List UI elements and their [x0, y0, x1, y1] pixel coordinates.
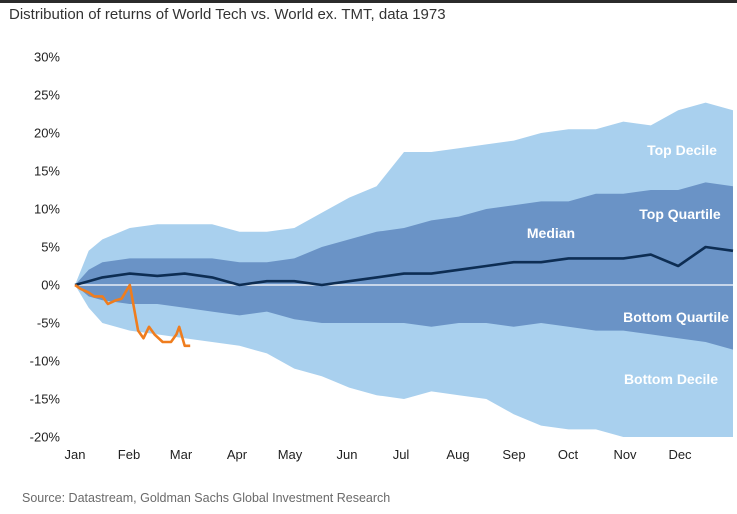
y-tick-label: -10% — [30, 354, 61, 369]
median-label: Median — [527, 225, 575, 241]
current-label: Current — [140, 374, 191, 390]
x-tick-label: Sep — [502, 447, 525, 462]
x-tick-label: Oct — [558, 447, 579, 462]
y-tick-label: -20% — [30, 430, 61, 445]
current-line — [74, 283, 191, 348]
chart-subtitle: Distribution of returns of World Tech vs… — [9, 6, 446, 23]
top-decile-label: Top Decile — [647, 142, 717, 158]
bottom-quartile-label: Bottom Quartile — [623, 309, 729, 325]
x-tick-label: May — [278, 447, 303, 462]
y-tick-label: -5% — [37, 316, 61, 331]
x-tick-label: Jun — [337, 447, 358, 462]
x-tick-label: Apr — [227, 447, 248, 462]
y-tick-label: -15% — [30, 392, 61, 407]
bottom-decile-label: Bottom Decile — [624, 371, 718, 387]
quartile-band — [75, 182, 733, 350]
distribution-chart: 30% 25% 20% 15% 10% 5% 0% -5% -10% -15% -20% Jan Fe… — [30, 50, 734, 462]
x-tick-label: Mar — [170, 447, 193, 462]
x-tick-label: Feb — [118, 447, 140, 462]
y-tick-label: 25% — [34, 88, 60, 103]
x-tick-label: Aug — [446, 447, 469, 462]
source-note: Source: Datastream, Goldman Sachs Global… — [22, 491, 391, 505]
y-tick-label: 20% — [34, 126, 60, 141]
top-quartile-label: Top Quartile — [639, 206, 721, 222]
x-tick-label: Dec — [668, 447, 692, 462]
y-tick-label: 0% — [41, 278, 60, 293]
x-tick-label: Jan — [65, 447, 86, 462]
x-tick-label: Nov — [613, 447, 637, 462]
y-tick-label: 30% — [34, 50, 60, 65]
y-tick-label: 5% — [41, 240, 60, 255]
y-tick-label: 15% — [34, 164, 60, 179]
median-line — [74, 245, 734, 287]
top-rule — [0, 0, 737, 3]
x-tick-label: Jul — [393, 447, 410, 462]
y-tick-label: 10% — [34, 202, 60, 217]
